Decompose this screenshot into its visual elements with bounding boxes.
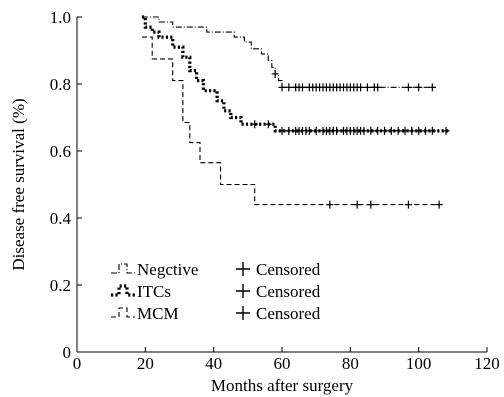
censor-mark xyxy=(404,83,412,92)
censor-mark xyxy=(285,83,293,92)
survival-curve xyxy=(141,16,436,88)
x-tick-label: 100 xyxy=(406,354,432,373)
censor-mark xyxy=(353,200,361,209)
series-mcm xyxy=(141,36,443,209)
censor-mark xyxy=(367,126,375,135)
x-ticks: 0 20 40 60 80 100 120 xyxy=(73,347,500,373)
legend-censor-mark xyxy=(236,284,250,298)
series-layer xyxy=(141,15,450,209)
censor-mark xyxy=(357,83,365,92)
legend-censor-label: Censored xyxy=(256,282,321,301)
x-tick-label: 80 xyxy=(342,354,359,373)
y-ticks: 0 0.2 0.4 0.6 0.8 1.0 xyxy=(50,8,82,362)
legend-item-mcm: MCM Censored xyxy=(111,304,321,323)
censor-mark xyxy=(312,126,320,135)
censor-mark xyxy=(415,83,423,92)
censor-mark xyxy=(363,83,371,92)
censor-mark xyxy=(367,200,375,209)
censor-mark xyxy=(387,126,395,135)
series-itcs xyxy=(141,15,450,135)
x-axis-label: Months after surgery xyxy=(211,376,354,395)
censor-mark xyxy=(374,83,382,92)
censor-mark xyxy=(408,126,416,135)
series-negctive xyxy=(141,16,436,92)
censor-mark xyxy=(435,200,443,209)
legend-censor-label: Censored xyxy=(256,260,321,279)
y-axis-label: Disease free survival (%) xyxy=(9,98,28,270)
censor-mark xyxy=(404,200,412,209)
censor-mark xyxy=(299,83,306,92)
censor-mark xyxy=(251,120,259,129)
censor-mark xyxy=(360,126,368,135)
y-tick-label: 0 xyxy=(63,343,72,362)
x-tick-label: 60 xyxy=(274,354,291,373)
legend-label: MCM xyxy=(137,304,179,323)
censor-mark xyxy=(374,126,382,135)
censor-mark xyxy=(415,126,423,135)
censor-mark xyxy=(333,126,341,135)
survival-curve xyxy=(141,15,450,133)
x-tick-label: 20 xyxy=(137,354,154,373)
y-tick-label: 0.2 xyxy=(50,276,71,295)
legend-label: Negctive xyxy=(137,260,198,279)
survival-curve xyxy=(141,36,440,206)
censor-mark xyxy=(442,126,450,135)
legend-item-negctive: Negctive Censored xyxy=(111,260,321,279)
censor-mark xyxy=(326,200,334,209)
censor-mark xyxy=(278,126,286,135)
y-tick-label: 1.0 xyxy=(50,8,71,27)
censor-mark xyxy=(285,126,293,135)
censor-mark xyxy=(381,126,388,135)
y-tick-label: 0.6 xyxy=(50,142,71,161)
censor-mark xyxy=(428,83,436,92)
legend-item-itcs: ITCs Censored xyxy=(111,282,321,301)
legend-censor-mark xyxy=(236,262,250,276)
censor-mark xyxy=(271,69,279,78)
censor-mark xyxy=(278,83,286,92)
censor-mark xyxy=(394,126,402,135)
y-tick-label: 0.8 xyxy=(50,75,71,94)
x-tick-label: 40 xyxy=(205,354,222,373)
legend-swatch xyxy=(111,307,135,318)
censor-mark xyxy=(428,126,436,135)
legend: Negctive Censored ITCs Censored MCM Censored xyxy=(111,260,321,323)
legend-swatch xyxy=(111,263,135,274)
x-tick-label: 0 xyxy=(73,354,82,373)
legend-censor-label: Censored xyxy=(256,304,321,323)
legend-swatch xyxy=(111,284,135,297)
censor-mark xyxy=(422,126,429,135)
axes: 0 20 40 60 80 100 120 0 0.2 0.4 0.6 0.8 1.0 xyxy=(50,8,500,373)
legend-label: ITCs xyxy=(137,282,171,301)
censor-mark xyxy=(401,126,409,135)
censor-mark xyxy=(305,126,313,135)
x-tick-label: 120 xyxy=(474,354,500,373)
censor-mark xyxy=(264,120,272,129)
y-tick-label: 0.4 xyxy=(50,209,72,228)
legend-censor-mark xyxy=(236,306,250,320)
